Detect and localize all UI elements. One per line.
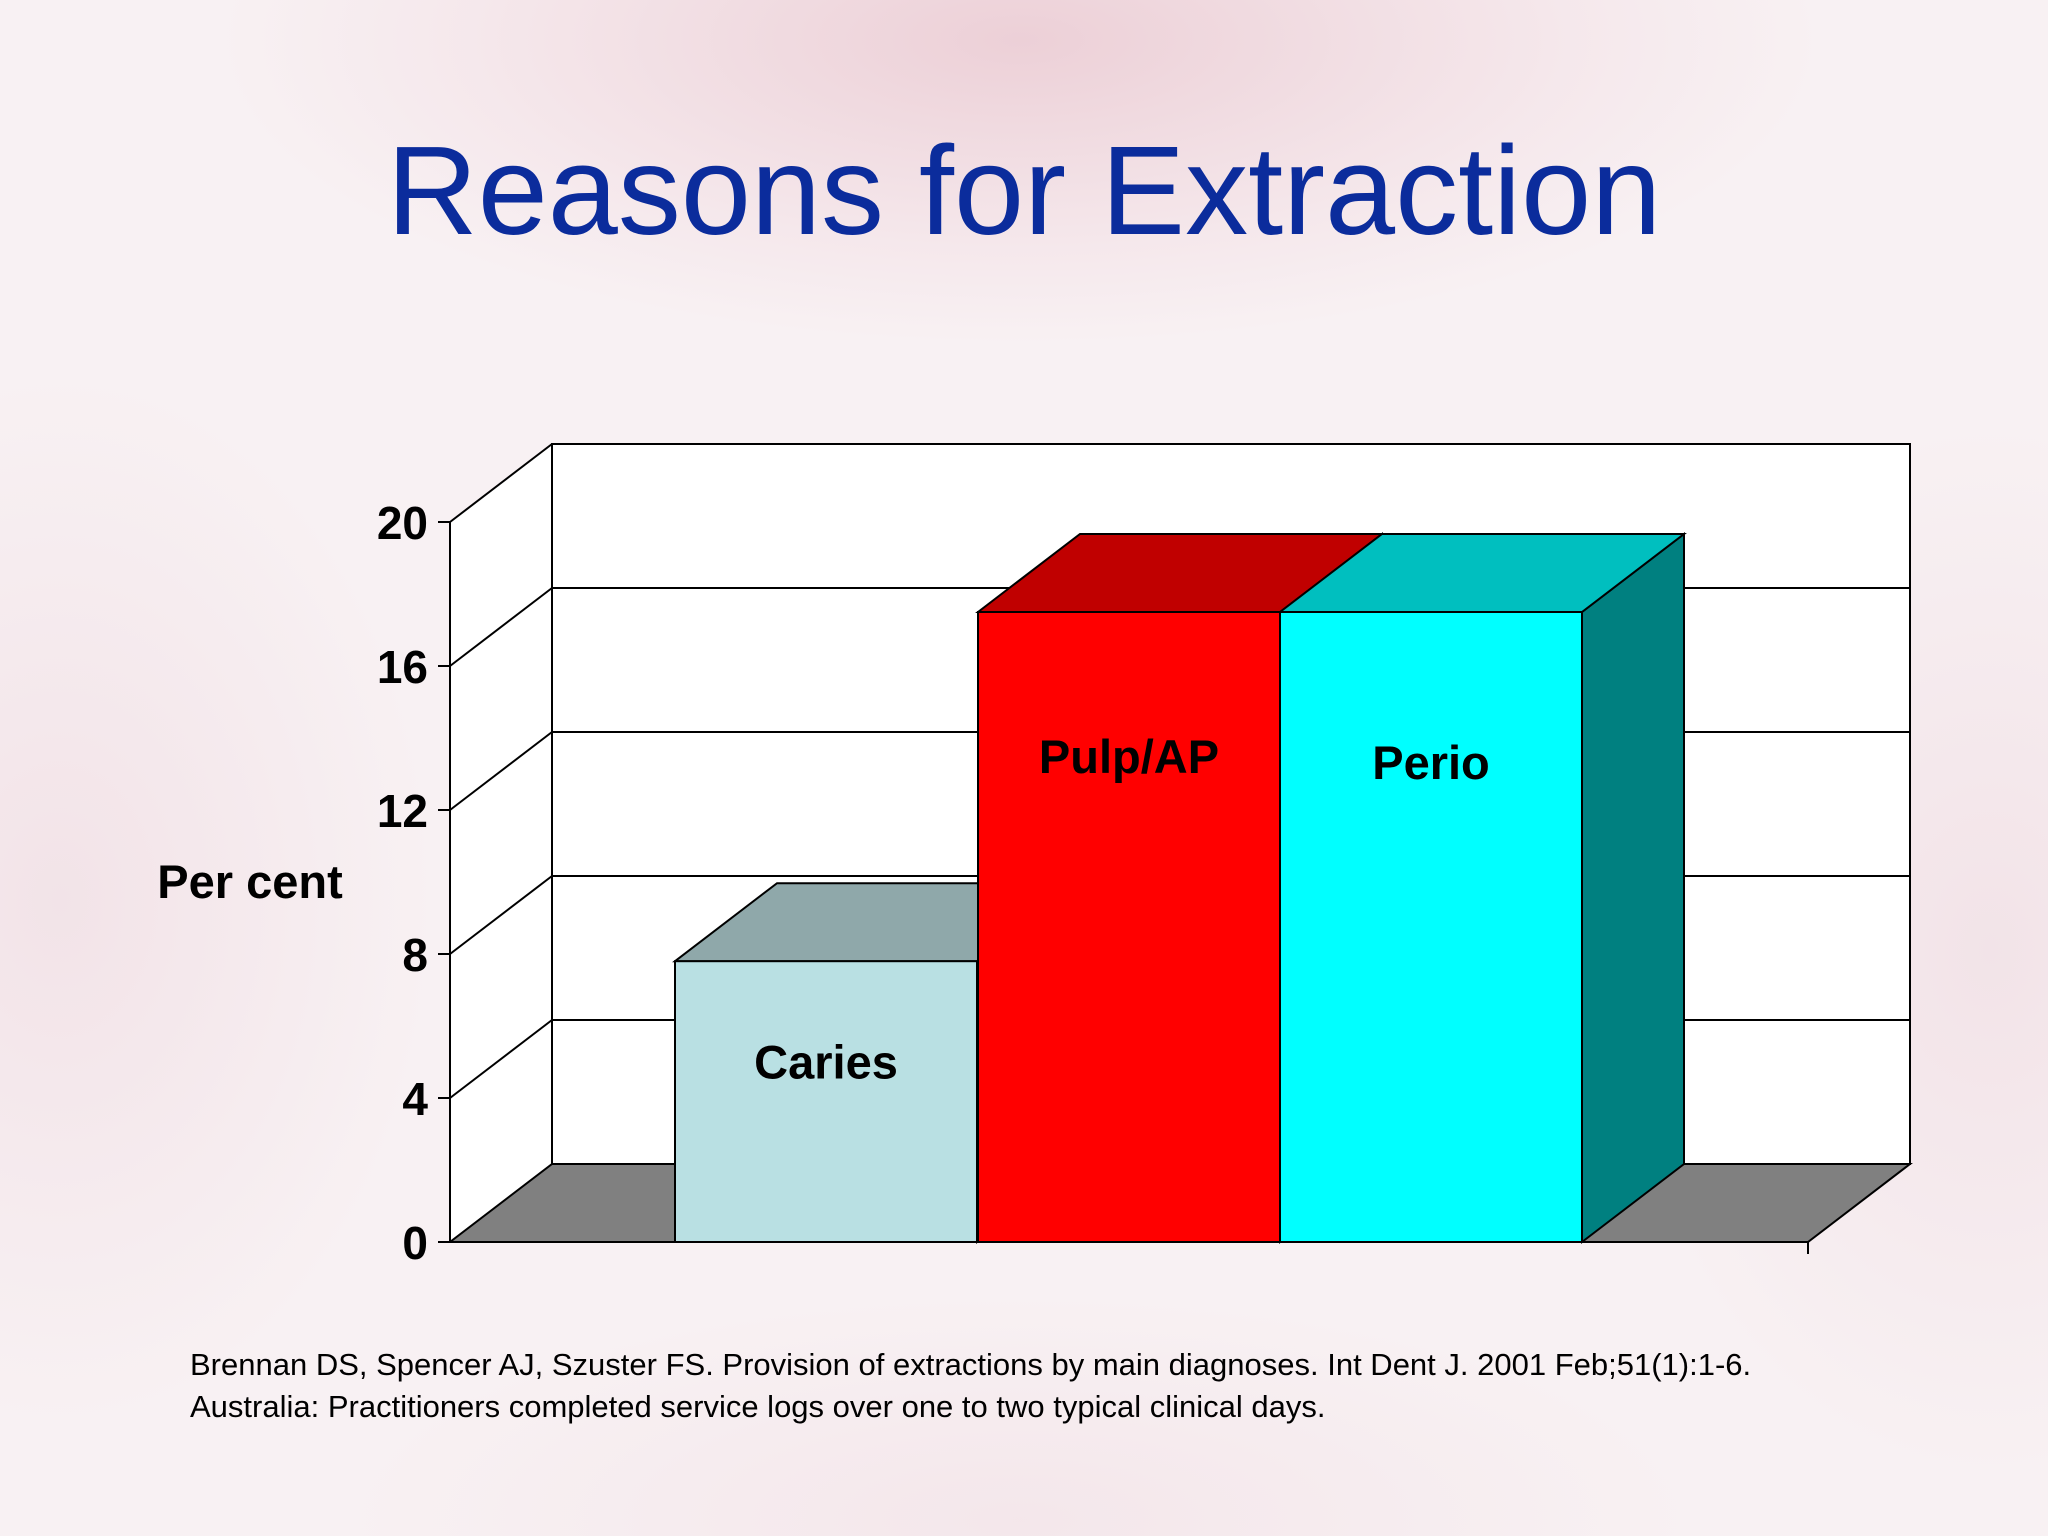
y-tick-label: 16 xyxy=(377,641,428,693)
chart-labels-layer: Caries Pulp/AP Perio 0 4 8 12 16 20 Per cent xyxy=(157,497,1490,1269)
bar-side-face xyxy=(1581,531,1685,1245)
chart-side-wall xyxy=(450,444,552,1242)
y-axis-title: Per cent xyxy=(157,855,343,908)
citation-line-2: Australia: Practitioners completed servi… xyxy=(190,1389,1326,1424)
bar-front-face xyxy=(674,960,978,1243)
y-tick-label: 12 xyxy=(377,785,428,837)
bar-label: Pulp/AP xyxy=(1039,730,1219,783)
y-tick-label: 8 xyxy=(402,929,428,981)
gridline-depth xyxy=(449,731,553,811)
gridline-depth xyxy=(449,875,553,955)
bar-front-face xyxy=(1279,611,1583,1243)
bar-label: Perio xyxy=(1372,736,1490,789)
bar-perio xyxy=(1277,531,1687,1245)
gridline-depth xyxy=(449,1019,553,1099)
bar-front-face xyxy=(977,611,1281,1243)
y-tick-label: 20 xyxy=(377,497,428,549)
chart-axis-layer xyxy=(438,521,1809,1254)
citation-line-1: Brennan DS, Spencer AJ, Szuster FS. Prov… xyxy=(190,1347,1752,1382)
bar-label: Caries xyxy=(754,1035,898,1088)
gridline-depth xyxy=(449,587,553,667)
chart-bars-layer xyxy=(672,531,1687,1245)
slide-title: Reasons for Extraction xyxy=(386,120,1662,261)
y-tick-label: 0 xyxy=(402,1217,428,1269)
y-tick-label: 4 xyxy=(402,1073,428,1125)
gridline-depth xyxy=(449,443,553,523)
citation: Brennan DS, Spencer AJ, Szuster FS. Prov… xyxy=(190,1344,2010,1428)
